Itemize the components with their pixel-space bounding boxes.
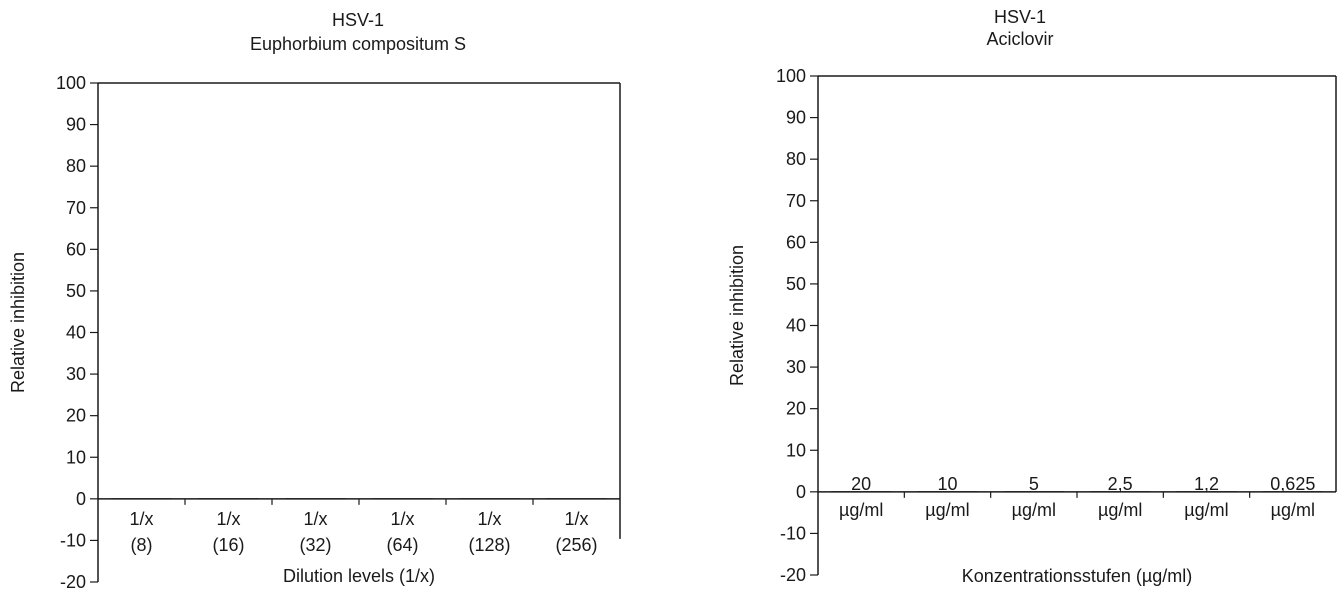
chart1-bar <box>198 498 259 500</box>
chart2-ytick-label: 40 <box>786 316 806 336</box>
chart1-category-sublabel: (256) <box>555 535 597 555</box>
chart2-ytick-label: 70 <box>786 191 806 211</box>
chart1-category-label: 1/x <box>129 509 153 529</box>
chart2-title: HSV-1 <box>994 7 1046 27</box>
chart1-bar <box>546 498 607 500</box>
chart2-bar <box>830 491 892 493</box>
chart1-category-sublabel: (128) <box>468 535 510 555</box>
chart2-ytick-label: 90 <box>786 108 806 128</box>
chart2-ytick-label: 50 <box>786 274 806 294</box>
chart2-ytick-label: -20 <box>780 565 806 585</box>
chart1-ytick-label: 90 <box>66 115 86 135</box>
chart2-bar <box>917 491 978 493</box>
chart2-ytick-label: 30 <box>786 357 806 377</box>
chart2-bar <box>1089 491 1151 493</box>
chart2-ytick-label: -10 <box>780 523 806 543</box>
chart1-bar <box>111 498 172 500</box>
chart1-bar <box>285 498 346 500</box>
chart1-ytick-label: 30 <box>66 364 86 384</box>
chart2-ytick-label: 60 <box>786 232 806 252</box>
chart1-category-label: 1/x <box>216 509 240 529</box>
chart2-ytick-label: 100 <box>776 66 806 86</box>
chart1-category-label: 1/x <box>477 509 501 529</box>
chart2-category-sublabel: µg/ml <box>925 500 969 520</box>
chart2-category-label: 5 <box>1029 474 1039 494</box>
chart1-category-label: 1/x <box>564 509 588 529</box>
chart2-category-label: 10 <box>937 474 957 494</box>
chart2-bar <box>1003 491 1065 493</box>
chart1-category-sublabel: (8) <box>131 535 153 555</box>
chart1-subtitle: Euphorbium compositum S <box>250 34 466 54</box>
chart1-bar <box>459 498 520 500</box>
chart1-ytick-label: 40 <box>66 323 86 343</box>
chart1-ytick-label: -20 <box>60 572 86 590</box>
chart2-ylabel: Relative inhibition <box>727 245 747 386</box>
chart1-ytick-label: 100 <box>56 73 86 93</box>
chart1-ytick-label: 80 <box>66 156 86 176</box>
chart1-category-sublabel: (16) <box>212 535 244 555</box>
chart1-bar <box>372 498 433 500</box>
chart1-ytick-label: 70 <box>66 198 86 218</box>
chart2-bar <box>1262 491 1324 493</box>
chart1-category-label: 1/x <box>390 509 414 529</box>
chart2-category-sublabel: µg/ml <box>839 500 883 520</box>
chart1-category-sublabel: (64) <box>386 535 418 555</box>
chart2-category-label: 20 <box>851 474 871 494</box>
chart2-category-sublabel: µg/ml <box>1184 500 1228 520</box>
chart1-ytick-label: 60 <box>66 239 86 259</box>
chart2-subtitle: Aciclovir <box>986 29 1053 49</box>
chart1-title: HSV-1 <box>332 10 384 30</box>
chart2-xlabel: Konzentrationsstufen (µg/ml) <box>962 566 1192 586</box>
chart2-ytick-label: 10 <box>786 440 806 460</box>
chart2-category-sublabel: µg/ml <box>1012 500 1056 520</box>
chart2-bar <box>1176 491 1237 493</box>
chart1-ytick-label: 20 <box>66 406 86 426</box>
chart1-ylabel: Relative inhibition <box>8 252 28 393</box>
chart1-ytick-label: 0 <box>76 489 86 509</box>
chart2-category-sublabel: µg/ml <box>1098 500 1142 520</box>
chart1-category-label: 1/x <box>303 509 327 529</box>
chart2-category-label: 1,2 <box>1194 474 1219 494</box>
chart2-ytick-label: 0 <box>796 482 806 502</box>
chart2-ytick-label: 80 <box>786 149 806 169</box>
chart1-category-sublabel: (32) <box>299 535 331 555</box>
chart1-ytick-label: 10 <box>66 447 86 467</box>
chart1-ytick-label: 50 <box>66 281 86 301</box>
chart2-category-label: 0,625 <box>1270 474 1315 494</box>
chart2-category-label: 2,5 <box>1108 474 1133 494</box>
chart2-category-sublabel: µg/ml <box>1271 500 1315 520</box>
chart1-xlabel: Dilution levels (1/x) <box>283 566 435 586</box>
chart1-ytick-label: -10 <box>60 530 86 550</box>
chart2-ytick-label: 20 <box>786 399 806 419</box>
